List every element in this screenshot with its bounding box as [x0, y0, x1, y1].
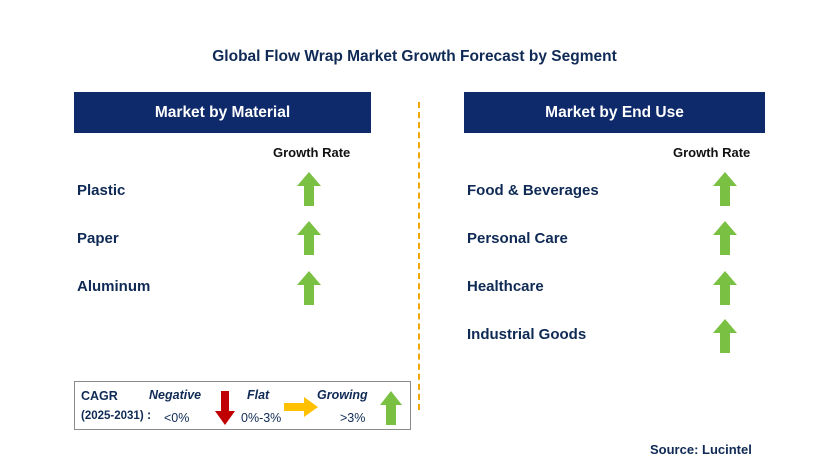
down-arrow-icon: [215, 391, 235, 425]
end-use-growth-rate-label: Growth Rate: [673, 145, 751, 160]
up-arrow-icon: [297, 172, 321, 206]
up-arrow-icon: [713, 271, 737, 305]
legend-growing-label: Growing: [317, 388, 368, 402]
material-item-label: Plastic: [77, 182, 126, 199]
end-use-item-label: Industrial Goods: [467, 326, 587, 343]
right-arrow-icon: [284, 397, 318, 417]
legend-flat-label: Flat: [247, 388, 270, 402]
legend-negative-range: <0%: [164, 411, 190, 425]
end-use-item-label: Healthcare: [467, 278, 544, 295]
up-arrow-icon: [713, 319, 737, 353]
material-item-label: Aluminum: [77, 278, 151, 295]
up-arrow-icon: [297, 221, 321, 255]
legend-growing-range: >3%: [340, 411, 366, 425]
material-segment-header-label: Market by Material: [154, 103, 291, 121]
legend-period-label: (2025-2031): [81, 410, 144, 422]
legend-flat-range: 0%-3%: [241, 411, 282, 425]
legend-negative-label: Negative: [149, 388, 202, 402]
up-arrow-icon: [713, 172, 737, 206]
source-note: Source: Lucintel: [650, 442, 752, 457]
legend-cagr-label: CAGR: [81, 389, 118, 403]
material-item-label: Paper: [77, 230, 119, 247]
legend-colon: :: [147, 408, 152, 422]
material-segment-header: Market by Material: [74, 92, 371, 133]
end-use-segment-header: Market by End Use: [464, 92, 765, 133]
end-use-item-label: Personal Care: [467, 230, 568, 247]
panel-divider: [418, 102, 420, 410]
cagr-legend: CAGR (2025-2031) : Negative <0% Flat 0%-…: [74, 381, 411, 430]
end-use-item-label: Food & Beverages: [467, 182, 599, 199]
material-growth-rate-label: Growth Rate: [273, 145, 351, 160]
up-arrow-icon: [297, 271, 321, 305]
up-arrow-icon: [380, 391, 402, 425]
page-title: Global Flow Wrap Market Growth Forecast …: [212, 48, 617, 65]
up-arrow-icon: [713, 221, 737, 255]
end-use-segment-header-label: Market by End Use: [545, 103, 684, 121]
